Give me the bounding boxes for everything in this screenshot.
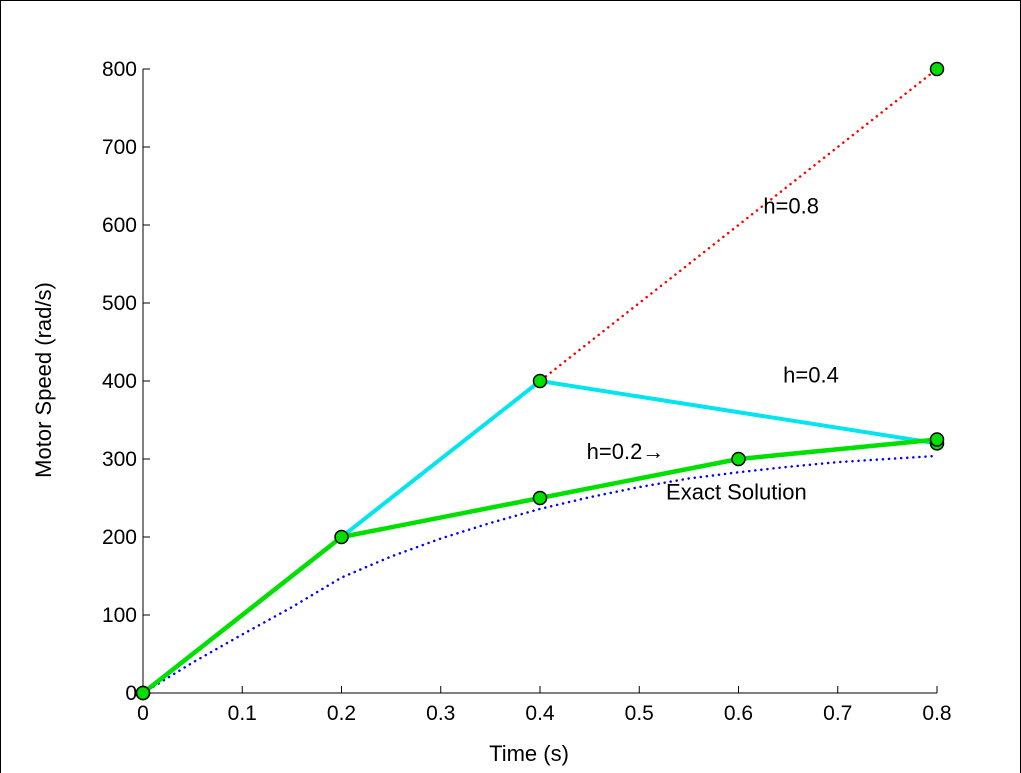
data-point-h02 bbox=[929, 432, 945, 447]
annotation-layer: h=0.8 h=0.4 h=0.2→Exact Solution bbox=[587, 193, 839, 504]
x-axis-label: Time (s) bbox=[489, 741, 569, 766]
annotation-label: h=0.2→ bbox=[587, 439, 665, 464]
y-tick-label: 400 bbox=[102, 370, 137, 393]
axes: 0 0.1 0.2 0.3 0.4 0.5 0.6 0.7 0.8 0 100 200 300 400 50… bbox=[102, 58, 952, 725]
series-line-h08 bbox=[141, 67, 939, 695]
annotation-label: h=0.4 bbox=[783, 363, 839, 388]
data-point-h02 bbox=[731, 451, 746, 467]
x-tick-label: 0.8 bbox=[922, 702, 951, 725]
y-tick-label: 700 bbox=[102, 136, 137, 159]
y-tick-label: 500 bbox=[102, 292, 137, 315]
x-tick-label: 0.2 bbox=[327, 702, 356, 725]
y-tick-label: 300 bbox=[102, 448, 137, 471]
data-point-h04 bbox=[532, 373, 548, 389]
x-tick-label: 0.6 bbox=[724, 702, 753, 725]
data-point-h02 bbox=[135, 685, 151, 701]
annotation-label: h=0.8 bbox=[763, 193, 819, 218]
y-tick-label: 200 bbox=[102, 526, 137, 549]
x-tick-label: 0.1 bbox=[228, 702, 257, 725]
series-line-exact bbox=[141, 454, 939, 695]
marker-layer bbox=[135, 61, 945, 701]
x-tick-label: 0.4 bbox=[525, 702, 555, 725]
data-point-h08 bbox=[929, 61, 945, 77]
y-tick-label: 800 bbox=[102, 58, 137, 81]
y-tick-label: 600 bbox=[102, 214, 137, 237]
x-tick-label: 0 bbox=[137, 702, 149, 725]
y-tick-label: 100 bbox=[102, 604, 137, 627]
x-tick-label: 0.7 bbox=[823, 702, 852, 725]
data-point-h02 bbox=[532, 490, 548, 506]
annotation-label: Exact Solution bbox=[666, 480, 807, 505]
data-point-h02 bbox=[334, 529, 349, 545]
x-tick-label: 0.5 bbox=[625, 702, 654, 725]
y-tick-label: 0 bbox=[125, 682, 137, 705]
y-axis-label: Motor Speed (rad/s) bbox=[31, 282, 56, 478]
x-tick-label: 0.3 bbox=[426, 702, 455, 725]
